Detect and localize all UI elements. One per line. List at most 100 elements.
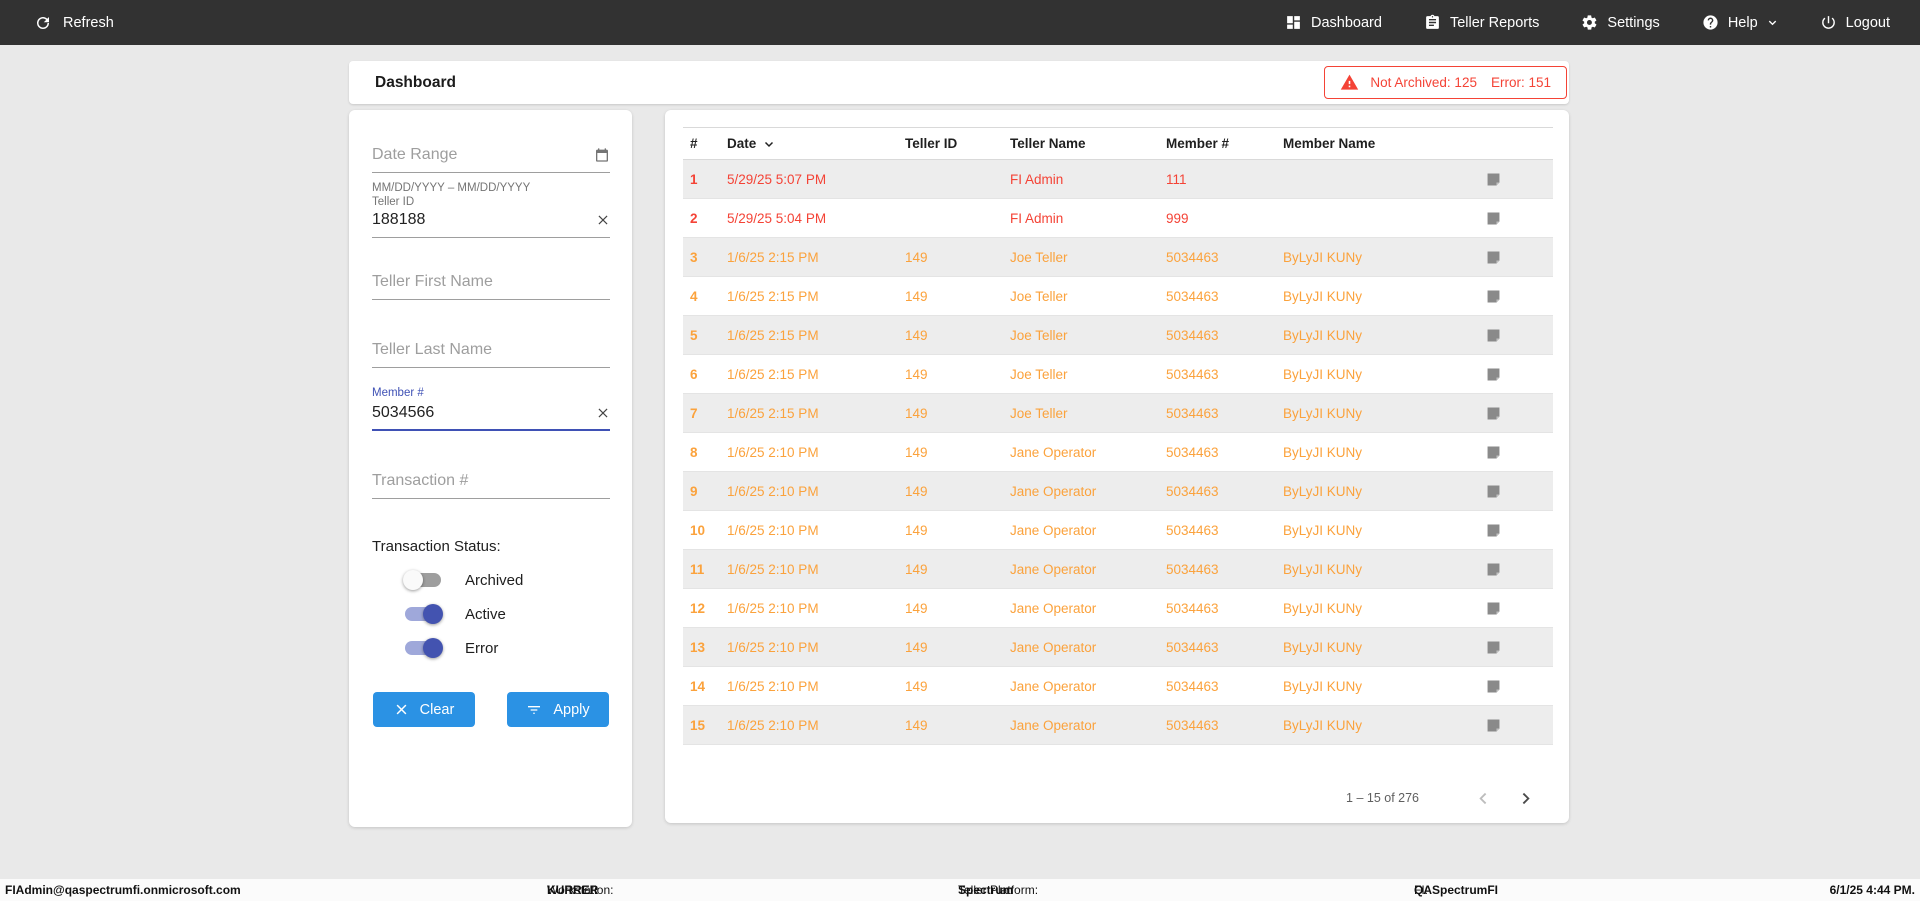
- nav-settings[interactable]: Settings: [1581, 14, 1660, 31]
- table-row[interactable]: 2 5/29/25 5:04 PM FI Admin 999: [683, 199, 1553, 238]
- row-member-number: 5034463: [1166, 405, 1219, 421]
- row-member-name: ByLyJI KUNy: [1283, 717, 1363, 733]
- row-member-number: 5034463: [1166, 678, 1219, 694]
- note-icon[interactable]: [1485, 717, 1502, 734]
- member-number-label: Member #: [372, 387, 424, 399]
- teller-first-name-field: [372, 273, 610, 300]
- row-number: 8: [690, 444, 698, 460]
- row-teller-name: Joe Teller: [1010, 288, 1068, 304]
- row-teller-name: Joe Teller: [1010, 249, 1068, 265]
- note-icon[interactable]: [1485, 522, 1502, 539]
- note-icon[interactable]: [1485, 171, 1502, 188]
- clear-teller-id-icon[interactable]: [596, 213, 610, 227]
- row-number: 14: [690, 678, 706, 694]
- note-icon[interactable]: [1485, 327, 1502, 344]
- previous-page-button[interactable]: [1471, 786, 1495, 810]
- row-teller-name: Jane Operator: [1010, 600, 1097, 616]
- clear-button[interactable]: Clear: [373, 692, 475, 727]
- row-number: 5: [690, 327, 698, 343]
- teller-id-input[interactable]: [372, 211, 596, 229]
- toggle-error-switch[interactable]: [405, 638, 443, 658]
- table-row[interactable]: 13 1/6/25 2:10 PM 149 Jane Operator 5034…: [683, 628, 1553, 667]
- toggle-active[interactable]: Active: [405, 602, 506, 626]
- note-icon[interactable]: [1485, 678, 1502, 695]
- toggle-active-switch[interactable]: [405, 604, 443, 624]
- row-date: 1/6/25 2:10 PM: [727, 483, 819, 499]
- table-row[interactable]: 4 1/6/25 2:15 PM 149 Joe Teller 5034463 …: [683, 277, 1553, 316]
- filter-icon: [526, 702, 542, 718]
- row-number: 11: [690, 561, 705, 577]
- note-icon[interactable]: [1485, 600, 1502, 617]
- note-icon[interactable]: [1485, 639, 1502, 656]
- teller-last-name-input[interactable]: [372, 341, 610, 359]
- table-row[interactable]: 6 1/6/25 2:15 PM 149 Joe Teller 5034463 …: [683, 355, 1553, 394]
- row-teller-name: Jane Operator: [1010, 561, 1097, 577]
- nav-logout[interactable]: Logout: [1820, 14, 1890, 31]
- member-number-input[interactable]: [372, 404, 596, 422]
- note-icon[interactable]: [1485, 561, 1502, 578]
- note-icon[interactable]: [1485, 366, 1502, 383]
- row-date: 1/6/25 2:15 PM: [727, 249, 819, 265]
- row-date: 1/6/25 2:10 PM: [727, 678, 819, 694]
- top-navbar: Refresh Dashboard Teller Reports Setting…: [0, 0, 1920, 45]
- row-member-name: ByLyJI KUNy: [1283, 249, 1363, 265]
- nav-dashboard[interactable]: Dashboard: [1285, 14, 1382, 31]
- row-member-number: 5034463: [1166, 366, 1219, 382]
- table-row[interactable]: 8 1/6/25 2:10 PM 149 Jane Operator 50344…: [683, 433, 1553, 472]
- close-icon: [394, 702, 409, 717]
- clear-member-number-icon[interactable]: [596, 406, 610, 420]
- row-teller-name: Joe Teller: [1010, 327, 1068, 343]
- apply-button[interactable]: Apply: [507, 692, 609, 727]
- nav-help[interactable]: Help: [1702, 14, 1778, 31]
- note-icon[interactable]: [1485, 249, 1502, 266]
- row-member-number: 5034463: [1166, 327, 1219, 343]
- workstation-info: Workstation: KURRER: [547, 883, 614, 897]
- row-date: 1/6/25 2:10 PM: [727, 522, 819, 538]
- power-icon: [1820, 14, 1837, 31]
- member-number-field: [372, 404, 610, 431]
- table-row[interactable]: 1 5/29/25 5:07 PM FI Admin 111: [683, 160, 1553, 199]
- note-icon[interactable]: [1485, 405, 1502, 422]
- transaction-number-input[interactable]: [372, 472, 610, 490]
- transaction-number-field: [372, 472, 610, 499]
- alert-badge[interactable]: Not Archived: 125 Error: 151: [1324, 66, 1567, 99]
- table-row[interactable]: 9 1/6/25 2:10 PM 149 Jane Operator 50344…: [683, 472, 1553, 511]
- row-number: 7: [690, 405, 698, 421]
- column-header-date[interactable]: Date: [727, 136, 905, 151]
- row-member-number: 5034463: [1166, 288, 1219, 304]
- table-row[interactable]: 10 1/6/25 2:10 PM 149 Jane Operator 5034…: [683, 511, 1553, 550]
- refresh-button[interactable]: Refresh: [34, 14, 114, 32]
- note-icon[interactable]: [1485, 444, 1502, 461]
- table-row[interactable]: 7 1/6/25 2:15 PM 149 Joe Teller 5034463 …: [683, 394, 1553, 433]
- table-row[interactable]: 5 1/6/25 2:15 PM 149 Joe Teller 5034463 …: [683, 316, 1553, 355]
- pagination-range-label: 1 – 15 of 276: [1346, 791, 1419, 805]
- row-date: 5/29/25 5:04 PM: [727, 210, 827, 226]
- table-row[interactable]: 11 1/6/25 2:10 PM 149 Jane Operator 5034…: [683, 550, 1553, 589]
- row-number: 9: [690, 483, 698, 499]
- next-page-button[interactable]: [1513, 786, 1537, 810]
- table-row[interactable]: 15 1/6/25 2:10 PM 149 Jane Operator 5034…: [683, 706, 1553, 745]
- toggle-archived-switch[interactable]: [403, 570, 441, 590]
- teller-first-name-input[interactable]: [372, 273, 610, 291]
- note-icon[interactable]: [1485, 483, 1502, 500]
- table-row[interactable]: 14 1/6/25 2:10 PM 149 Jane Operator 5034…: [683, 667, 1553, 706]
- table-row[interactable]: 12 1/6/25 2:10 PM 149 Jane Operator 5034…: [683, 589, 1553, 628]
- note-icon[interactable]: [1485, 210, 1502, 227]
- note-icon[interactable]: [1485, 288, 1502, 305]
- row-teller-name: Jane Operator: [1010, 639, 1097, 655]
- row-member-number: 5034463: [1166, 717, 1219, 733]
- table-row[interactable]: 3 1/6/25 2:15 PM 149 Joe Teller 5034463 …: [683, 238, 1553, 277]
- row-member-name: ByLyJI KUNy: [1283, 561, 1363, 577]
- page-header: Dashboard Not Archived: 125 Error: 151: [349, 61, 1569, 104]
- nav-teller-reports[interactable]: Teller Reports: [1424, 14, 1539, 31]
- refresh-icon: [34, 14, 52, 32]
- toggle-archived[interactable]: Archived: [403, 568, 523, 592]
- toggle-error[interactable]: Error: [405, 636, 498, 660]
- date-range-input[interactable]: [372, 146, 594, 164]
- sort-desc-icon: [763, 138, 775, 150]
- calendar-icon[interactable]: [594, 147, 610, 163]
- clipboard-icon: [1424, 14, 1441, 31]
- fi-info: FI: QASpectrumFI: [1414, 883, 1499, 897]
- row-teller-id: 149: [905, 717, 928, 733]
- row-teller-name: Jane Operator: [1010, 678, 1097, 694]
